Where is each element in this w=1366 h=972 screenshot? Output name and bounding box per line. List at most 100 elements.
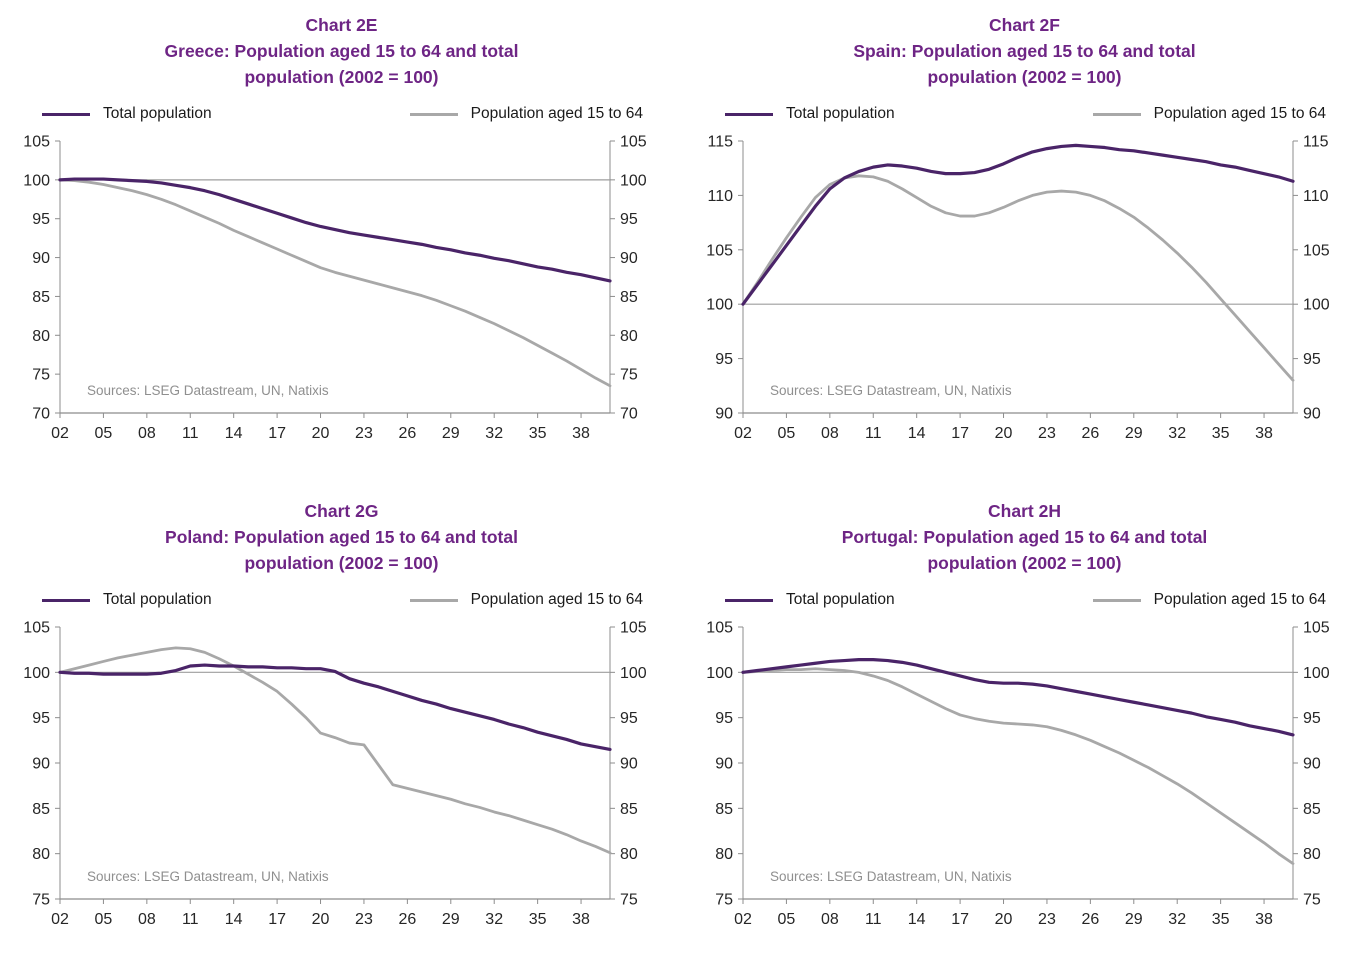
chart-2f-title-line2: Spain: Population aged 15 to 64 and tota… bbox=[853, 41, 1196, 61]
line-total-population bbox=[741, 143, 1295, 306]
x-tick-label: 08 bbox=[821, 911, 839, 928]
axes bbox=[59, 141, 611, 414]
y-tick-label-left: 95 bbox=[715, 710, 733, 727]
x-tick-label: 02 bbox=[734, 425, 752, 442]
y-tick-label-right: 70 bbox=[620, 406, 638, 423]
chart-2f-plot: 90 90 95 95 100 100 105 105 110 110 115 115 02 05 08 11… bbox=[706, 134, 1330, 443]
legend-item-total-population: Total population bbox=[725, 591, 895, 609]
chart-2f-title-line1: Chart 2F bbox=[989, 15, 1060, 35]
x-tick-label: 20 bbox=[995, 425, 1013, 442]
x-tick-label: 35 bbox=[1212, 911, 1230, 928]
y-tick-label-left: 70 bbox=[32, 406, 50, 423]
line-total-population bbox=[58, 177, 612, 283]
y-tick-label-right: 75 bbox=[620, 892, 638, 909]
population-aged-15-64-line-swatch bbox=[409, 112, 458, 116]
chart-2h-plot: 75 75 80 80 85 85 90 90 95 95 100 100 105 105 02 05 08 11… bbox=[706, 620, 1330, 929]
y-tick-label-left: 95 bbox=[32, 710, 50, 727]
x-tick-label: 11 bbox=[865, 911, 882, 928]
y-tick-label-right: 100 bbox=[620, 172, 647, 189]
y-tick-label-left: 95 bbox=[32, 211, 50, 228]
x-tick-label: 38 bbox=[572, 911, 590, 928]
x-tick-label: 29 bbox=[442, 911, 460, 928]
y-tick-label-right: 105 bbox=[620, 134, 647, 151]
y-tick-label-left: 75 bbox=[715, 892, 733, 909]
x-tick-label: 29 bbox=[442, 425, 460, 442]
x-tick-label: 38 bbox=[1255, 425, 1273, 442]
x-tick-label: 20 bbox=[995, 911, 1013, 928]
x-tick-label: 05 bbox=[95, 911, 113, 928]
chart-2e-title-line2: Greece: Population aged 15 to 64 and tot… bbox=[164, 41, 519, 61]
axes bbox=[742, 627, 1294, 900]
sources-label: Sources: LSEG Datastream, UN, Natixis bbox=[770, 869, 1012, 884]
x-tick-label: 02 bbox=[51, 911, 69, 928]
y-tick-label-left: 115 bbox=[707, 134, 733, 151]
x-tick-label: 05 bbox=[778, 911, 796, 928]
y-tick-label-right: 95 bbox=[1303, 710, 1321, 727]
chart-2f-legend: Total population Population aged 15 to 6… bbox=[693, 105, 1356, 123]
x-axis-ticks: 02 05 08 11 14 17 20 23 26 29 32 35 38 bbox=[734, 413, 1273, 442]
line-population-aged-15-to-64 bbox=[741, 174, 1295, 382]
y-tick-label-right: 90 bbox=[1303, 756, 1321, 773]
x-tick-label: 32 bbox=[485, 911, 503, 928]
y-tick-label-left: 110 bbox=[707, 188, 733, 205]
chart-2h-title: Chart 2H Portugal: Population aged 15 to… bbox=[842, 498, 1208, 576]
chart-2h-title-line3: population (2002 = 100) bbox=[927, 553, 1122, 573]
y-tick-label-right: 110 bbox=[1303, 188, 1329, 205]
sources-label: Sources: LSEG Datastream, UN, Natixis bbox=[87, 869, 329, 884]
x-axis-ticks: 02 05 08 11 14 17 20 23 26 29 32 35 38 bbox=[734, 899, 1273, 928]
y-tick-label-right: 90 bbox=[620, 756, 638, 773]
chart-2e-title-line3: population (2002 = 100) bbox=[244, 67, 439, 87]
legend-label-population-aged-15-64: Population aged 15 to 64 bbox=[1153, 591, 1326, 608]
chart-2h-legend: Total population Population aged 15 to 6… bbox=[693, 591, 1356, 609]
x-tick-label: 11 bbox=[182, 911, 199, 928]
y-tick-label-left: 80 bbox=[32, 328, 50, 345]
legend-item-population-aged-15-64: Population aged 15 to 64 bbox=[1092, 105, 1326, 123]
population-aged-15-64-line-swatch bbox=[1092, 112, 1141, 116]
y-tick-label-left: 95 bbox=[715, 351, 733, 368]
y-tick-label-right: 75 bbox=[1303, 892, 1321, 909]
y-tick-label-right: 115 bbox=[1303, 134, 1329, 151]
x-tick-label: 05 bbox=[95, 425, 113, 442]
legend-label-population-aged-15-64: Population aged 15 to 64 bbox=[1153, 105, 1326, 122]
y-tick-label-left: 85 bbox=[32, 801, 50, 818]
line-population-aged-15-to-64 bbox=[741, 667, 1295, 866]
y-tick-label-left: 100 bbox=[23, 665, 50, 682]
chart-2f-title-line3: population (2002 = 100) bbox=[927, 67, 1122, 87]
y-tick-label-left: 85 bbox=[32, 289, 50, 306]
chart-2g-plot: 75 75 80 80 85 85 90 90 95 95 100 100 105 105 02 05 08 11… bbox=[23, 620, 647, 929]
sources-label: Sources: LSEG Datastream, UN, Natixis bbox=[87, 383, 329, 398]
population-aged-15-64-line-swatch bbox=[409, 598, 458, 602]
chart-2h-panel: Chart 2H Portugal: Population aged 15 to… bbox=[683, 486, 1366, 972]
chart-2f-plot-area: 90 90 95 95 100 100 105 105 110 110 115 115 02 05 08 11… bbox=[693, 127, 1356, 449]
chart-2g-title: Chart 2G Poland: Population aged 15 to 6… bbox=[165, 498, 518, 576]
x-tick-label: 14 bbox=[225, 911, 243, 928]
y-tick-label-right: 100 bbox=[1303, 665, 1330, 682]
x-tick-label: 05 bbox=[778, 425, 796, 442]
y-tick-label-right: 105 bbox=[620, 620, 647, 637]
chart-2e-plot: 70 70 75 75 80 80 85 85 90 90 95 95 100 100 105 105 02 05… bbox=[23, 134, 647, 443]
y-tick-label-right: 85 bbox=[620, 801, 638, 818]
x-tick-label: 08 bbox=[138, 911, 156, 928]
line-population-aged-15-to-64 bbox=[58, 646, 612, 855]
y-tick-label-left: 90 bbox=[32, 756, 50, 773]
total-population-line-swatch bbox=[42, 112, 90, 116]
y-axis-ticks: 75 75 80 80 85 85 90 90 95 95 100 100 105 105 bbox=[706, 620, 1330, 909]
y-tick-label-left: 105 bbox=[706, 620, 733, 637]
y-tick-label-left: 90 bbox=[715, 406, 733, 423]
y-tick-label-right: 80 bbox=[1303, 846, 1321, 863]
y-tick-label-left: 90 bbox=[715, 756, 733, 773]
x-axis-ticks: 02 05 08 11 14 17 20 23 26 29 32 35 38 bbox=[51, 413, 590, 442]
x-tick-label: 26 bbox=[1081, 425, 1099, 442]
y-tick-label-left: 75 bbox=[32, 367, 50, 384]
y-tick-label-left: 80 bbox=[715, 846, 733, 863]
x-tick-label: 02 bbox=[51, 425, 69, 442]
legend-label-total-population: Total population bbox=[103, 591, 212, 608]
y-tick-label-right: 95 bbox=[620, 710, 638, 727]
chart-2e-title: Chart 2E Greece: Population aged 15 to 6… bbox=[165, 12, 519, 90]
y-tick-label-left: 85 bbox=[715, 801, 733, 818]
x-tick-label: 20 bbox=[312, 425, 330, 442]
y-tick-label-left: 105 bbox=[23, 134, 50, 151]
y-tick-label-right: 100 bbox=[1303, 297, 1330, 314]
x-tick-label: 35 bbox=[529, 425, 547, 442]
